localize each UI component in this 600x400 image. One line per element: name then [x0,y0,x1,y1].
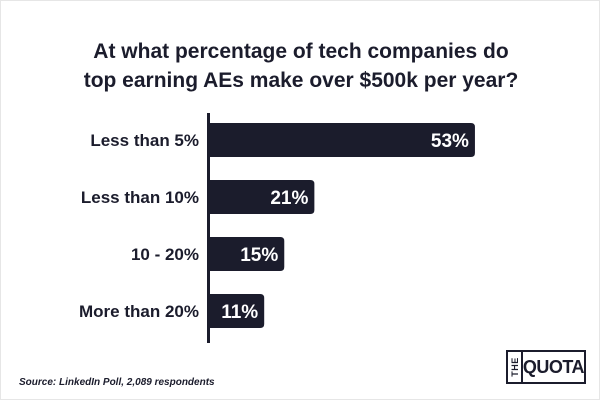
bar-4 [209,294,265,328]
value-label: 53% [431,131,469,152]
value-label: 11% [221,302,258,323]
category-label: Less than 5% [90,131,199,150]
logo-quota-text: QUOTA [522,356,585,377]
value-label: 21% [270,188,308,209]
category-label: More than 20% [79,302,199,321]
chart-title-line: top earning AEs make over $500k per year… [83,69,519,92]
logo-the-box: THE [508,352,523,382]
category-label: 10 - 20% [131,245,199,264]
bar-3 [209,237,285,271]
category-label: Less than 10% [81,188,199,207]
the-quota-logo: THE QUOTA [506,350,586,384]
logo-the-text: THE [509,357,520,377]
chart-title: At what percentage of tech companies do … [1,37,600,95]
y-axis-line [207,113,210,343]
value-label: 15% [240,245,278,266]
chart-title-line: At what percentage of tech companies do [93,40,509,63]
bar-1 [209,123,475,157]
source-note: Source: LinkedIn Poll, 2,089 respondents [19,377,215,388]
bar-2 [209,180,315,214]
